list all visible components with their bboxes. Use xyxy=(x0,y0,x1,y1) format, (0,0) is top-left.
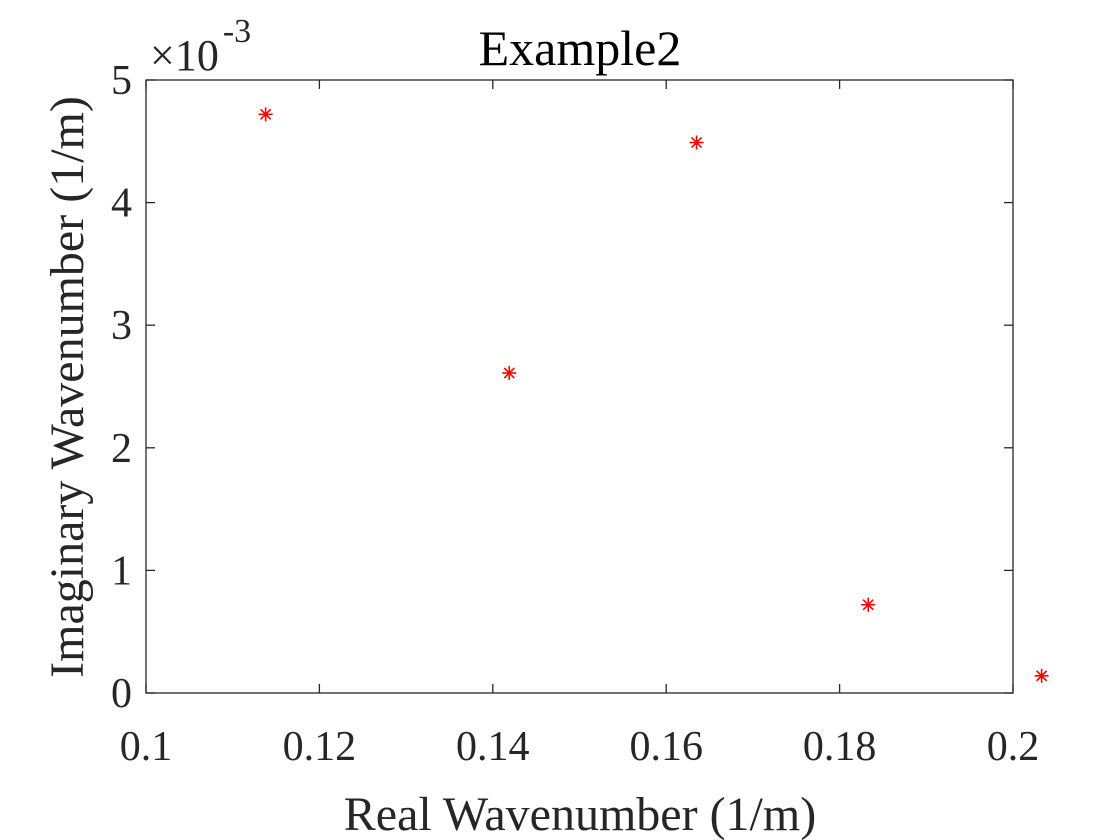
x-tick-label: 0.16 xyxy=(629,724,703,770)
y-axis-exponent: ×10 -3 xyxy=(150,13,251,80)
chart-title: Example2 xyxy=(479,20,682,76)
y-axis-label: Imaginary Wavenumber (1/m) xyxy=(41,96,94,678)
y-tick-label: 5 xyxy=(111,58,132,104)
data-point xyxy=(861,597,876,612)
marker-stroke xyxy=(1036,670,1048,682)
y-tick-label: 0 xyxy=(111,671,132,717)
x-tick-label: 0.1 xyxy=(120,724,173,770)
x-axis-label: Real Wavenumber (1/m) xyxy=(344,788,816,840)
data-point xyxy=(258,107,273,122)
y-tick-label: 2 xyxy=(111,426,132,472)
marker-stroke xyxy=(690,136,703,149)
y-exponent-prefix: ×10 xyxy=(150,31,219,80)
x-tick-label: 0.12 xyxy=(283,724,357,770)
data-point xyxy=(1034,668,1049,683)
marker-stroke xyxy=(503,367,515,379)
x-tick-labels: 0.1 0.12 0.14 0.16 0.18 0.2 xyxy=(120,724,1040,770)
y-tick-label: 4 xyxy=(111,181,132,227)
marker-stroke xyxy=(260,108,272,120)
plot-frame xyxy=(145,79,1014,694)
y-tick-label: 3 xyxy=(111,303,132,349)
y-tick-label: 1 xyxy=(111,548,132,594)
plot-area xyxy=(146,80,1013,693)
y-tick-labels: 0 1 2 3 4 5 xyxy=(111,58,132,717)
data-point xyxy=(689,135,704,150)
data-points xyxy=(258,107,1049,683)
y-exponent-power: -3 xyxy=(223,13,251,50)
x-tick-label: 0.2 xyxy=(987,724,1040,770)
x-tick-label: 0.14 xyxy=(456,724,530,770)
x-tick-label: 0.18 xyxy=(803,724,877,770)
marker-stroke xyxy=(862,599,874,611)
data-point xyxy=(502,366,517,381)
